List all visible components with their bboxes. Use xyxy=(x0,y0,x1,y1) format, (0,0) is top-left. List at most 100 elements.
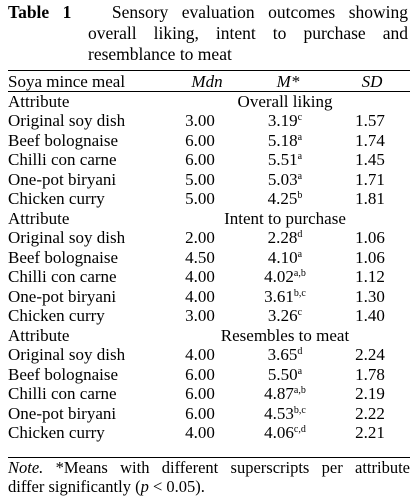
note-label: Note. xyxy=(8,458,44,477)
mean-value: 5.51 xyxy=(267,150,298,169)
meal-name: Chicken curry xyxy=(8,306,105,325)
significance-superscript: a,b xyxy=(293,268,306,279)
sd-value: 2.19 xyxy=(355,384,385,403)
median-value: 5.00 xyxy=(185,169,215,189)
median-value: 6.00 xyxy=(185,150,215,169)
note-p-symbol: p xyxy=(140,477,149,496)
attribute-label: Attribute xyxy=(8,91,70,111)
caption-text-1: Sensory evaluation outcomes showing xyxy=(111,2,409,22)
table-row: One-pot biryani 6.00 4.53b,c 2.22 xyxy=(8,404,410,424)
sd-value: 1.78 xyxy=(355,364,385,384)
significance-superscript: d xyxy=(297,229,303,240)
significance-superscript: c,d xyxy=(293,424,306,435)
table-row: Original soy dish 2.00 2.28d 1.06 xyxy=(8,228,410,248)
median-value: 6.00 xyxy=(185,364,215,384)
table-row: Chicken curry 4.00 4.06c,d 2.21 xyxy=(8,423,410,443)
significance-superscript: a,b xyxy=(293,385,306,396)
median-value: 6.00 xyxy=(185,384,215,403)
table-row: Chilli con carne 6.00 5.51a 1.45 xyxy=(8,150,410,170)
sd-value: 1.57 xyxy=(355,111,385,130)
section-header-row: Attribute Overall liking xyxy=(8,92,410,112)
significance-superscript: c xyxy=(297,307,303,318)
section-header-row: Attribute Resembles to meat xyxy=(8,326,410,346)
mean-value: 5.03 xyxy=(267,169,298,189)
section-title: Intent to purchase xyxy=(224,208,346,228)
mean-value: 3.65 xyxy=(267,345,298,364)
mean-value: 4.25 xyxy=(267,189,298,208)
mean-value: 3.61 xyxy=(264,286,294,306)
sd-value: 1.06 xyxy=(355,247,385,267)
significance-superscript: b xyxy=(297,190,303,201)
significance-superscript: d xyxy=(297,346,303,357)
table-row: One-pot biryani 4.00 3.61b,c 1.30 xyxy=(8,287,410,307)
section-title: Overall liking xyxy=(237,91,333,111)
significance-superscript: a xyxy=(297,248,303,260)
column-header-meal: Soya mince meal xyxy=(8,72,126,91)
mean-value: 5.18 xyxy=(267,130,298,150)
sd-value: 1.74 xyxy=(355,130,385,150)
mean-cell: 5.03a xyxy=(240,170,330,190)
mean-cell: 2.28d xyxy=(240,228,330,248)
median-value: 4.00 xyxy=(185,267,215,286)
median-value: 3.00 xyxy=(185,306,215,325)
meal-name: Chilli con carne xyxy=(8,267,117,286)
mean-value: 4.87 xyxy=(264,384,294,403)
note-line-2: differ significantly (p < 0.05). xyxy=(8,477,410,496)
column-header-sd: SD xyxy=(361,72,383,91)
table-row: Chicken curry 5.00 4.25b 1.81 xyxy=(8,189,410,209)
table-row: Beef bolognaise 6.00 5.50a 1.78 xyxy=(8,365,410,385)
mean-cell: 5.18a xyxy=(240,131,330,151)
section-header-row: Attribute Intent to purchase xyxy=(8,209,410,229)
sd-value: 1.71 xyxy=(355,169,385,189)
results-table: Soya mince meal Mdn M* SD Attribute Overa… xyxy=(8,72,410,443)
sd-value: 1.06 xyxy=(355,228,385,247)
mean-value: 5.50 xyxy=(267,364,298,384)
sd-value: 1.40 xyxy=(355,306,385,325)
mean-cell: 5.51a xyxy=(240,150,330,170)
meal-name: Beef bolognaise xyxy=(8,130,118,150)
table-row: Chicken curry 3.00 3.26c 1.40 xyxy=(8,306,410,326)
table-caption: Table 1 Sensory evaluation outcomes show… xyxy=(8,2,408,65)
note-line-1: Note. *Means with different superscripts… xyxy=(8,458,410,477)
mean-value: 4.06 xyxy=(264,423,294,442)
mean-cell: 4.02a,b xyxy=(240,267,330,287)
mean-value: 4.10 xyxy=(267,247,298,267)
meal-name: Original soy dish xyxy=(8,111,126,130)
significance-superscript: b,c xyxy=(293,404,306,416)
table-row: One-pot biryani 5.00 5.03a 1.71 xyxy=(8,170,410,190)
sd-value: 2.21 xyxy=(355,423,385,442)
meal-name: Beef bolognaise xyxy=(8,247,118,267)
mean-value: 3.26 xyxy=(267,306,298,325)
caption-line-2: overall liking, intent to purchase and xyxy=(88,23,408,43)
bottom-rule xyxy=(8,457,410,458)
mean-value: 3.19 xyxy=(267,111,298,130)
top-rule xyxy=(8,70,410,71)
table-header-row: Soya mince meal Mdn M* SD xyxy=(8,72,410,92)
meal-name: One-pot biryani xyxy=(8,169,117,189)
table-body: Attribute Overall liking Original soy dish… xyxy=(8,92,410,443)
column-header-median: Mdn xyxy=(191,72,223,91)
sd-value: 2.24 xyxy=(355,345,385,364)
sd-value: 1.30 xyxy=(355,286,385,306)
caption-line-1: Table 1 Sensory evaluation outcomes show… xyxy=(8,2,408,23)
meal-name: Beef bolognaise xyxy=(8,364,118,384)
note-text-1: *Means with different superscripts per a… xyxy=(43,458,410,477)
meal-name: One-pot biryani xyxy=(8,286,117,306)
median-value: 6.00 xyxy=(185,403,215,423)
mean-cell: 3.61b,c xyxy=(240,287,330,307)
table-row: Chilli con carne 4.00 4.02a,b 1.12 xyxy=(8,267,410,287)
significance-superscript: a xyxy=(297,151,303,162)
caption-line-3: resemblance to meat xyxy=(88,44,232,64)
table-row: Beef bolognaise 4.50 4.10a 1.06 xyxy=(8,248,410,268)
mean-cell: 3.65d xyxy=(240,345,330,365)
median-value: 4.00 xyxy=(185,423,215,442)
table-note: Note. *Means with different superscripts… xyxy=(8,458,410,496)
mean-value: 4.53 xyxy=(264,403,294,423)
mean-cell: 3.26c xyxy=(240,306,330,326)
meal-name: Original soy dish xyxy=(8,228,126,247)
mean-cell: 4.53b,c xyxy=(240,404,330,424)
table-row: Beef bolognaise 6.00 5.18a 1.74 xyxy=(8,131,410,151)
median-value: 6.00 xyxy=(185,130,215,150)
meal-name: One-pot biryani xyxy=(8,403,117,423)
